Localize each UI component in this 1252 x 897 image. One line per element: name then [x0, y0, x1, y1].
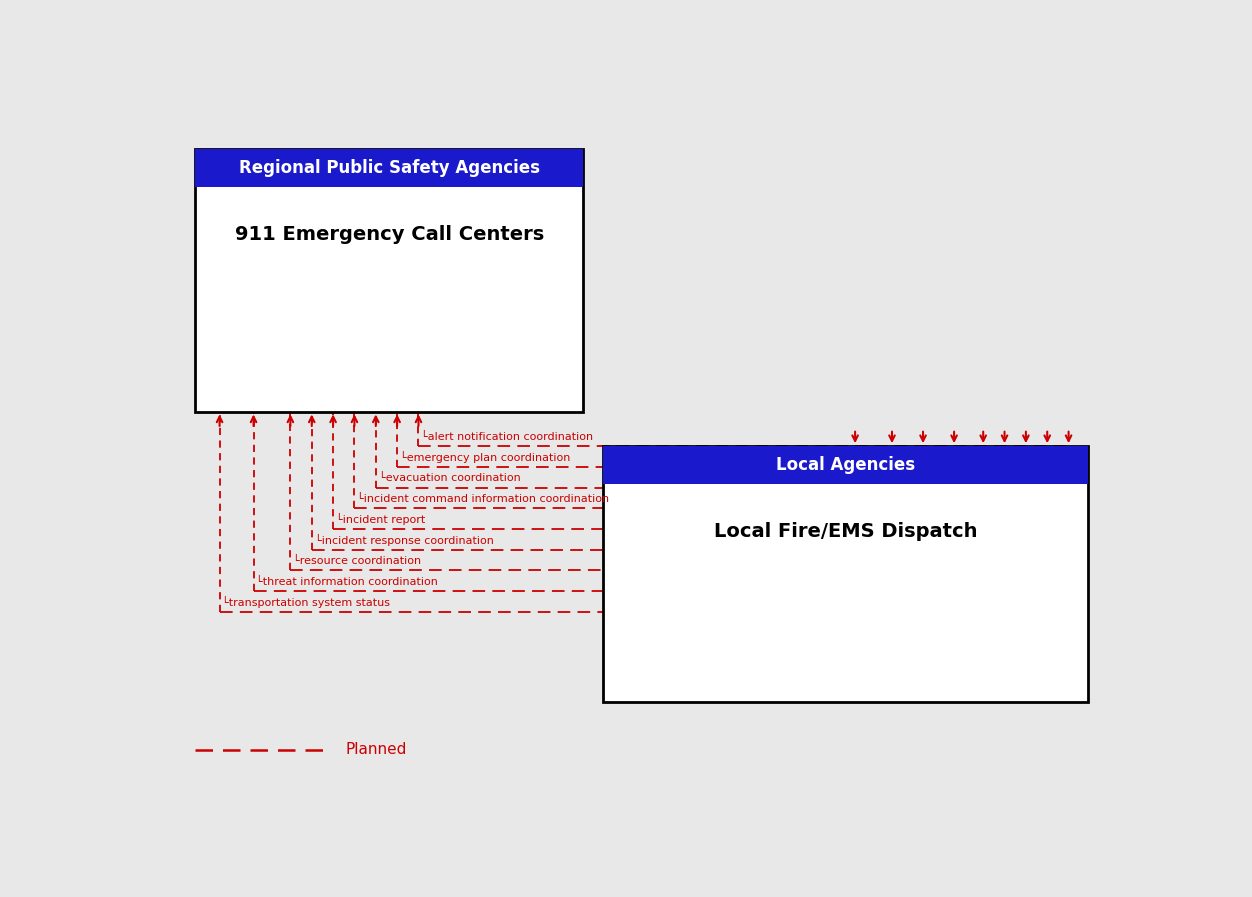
Text: 911 Emergency Call Centers: 911 Emergency Call Centers [234, 225, 545, 244]
Text: └resource coordination: └resource coordination [293, 556, 422, 566]
Text: └threat information coordination: └threat information coordination [257, 577, 438, 587]
Text: └evacuation coordination: └evacuation coordination [378, 474, 521, 483]
Bar [195, 149, 583, 412]
Bar [602, 446, 1088, 701]
Text: Local Agencies: Local Agencies [776, 456, 915, 475]
Text: └transportation system status: └transportation system status [223, 596, 391, 607]
Text: └incident report: └incident report [336, 513, 426, 525]
Text: Regional Public Safety Agencies: Regional Public Safety Agencies [239, 159, 540, 177]
Text: Planned: Planned [346, 743, 407, 757]
Text: └incident command information coordination: └incident command information coordinati… [357, 494, 610, 504]
Text: └alert notification coordination: └alert notification coordination [422, 431, 593, 442]
Bar [602, 446, 1088, 484]
Text: Local Fire/EMS Dispatch: Local Fire/EMS Dispatch [714, 522, 977, 541]
Text: └emergency plan coordination: └emergency plan coordination [401, 450, 571, 463]
Bar [195, 149, 583, 187]
Text: └incident response coordination: └incident response coordination [314, 534, 493, 545]
